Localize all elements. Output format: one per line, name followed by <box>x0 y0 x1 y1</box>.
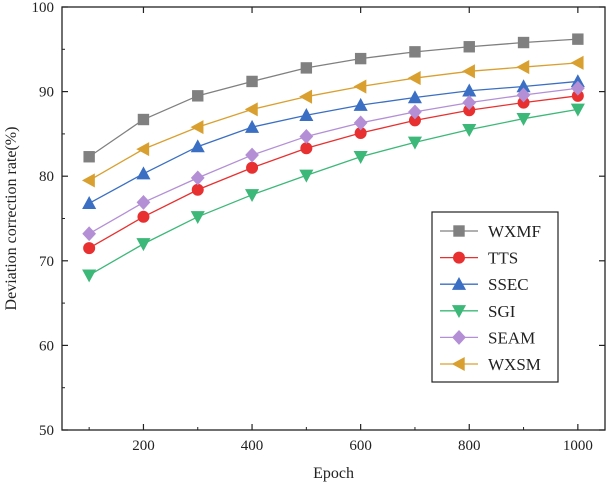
data-point <box>353 151 368 164</box>
legend: WXMF TTS SSEC SGI SEAM WXSM <box>431 211 559 383</box>
data-point <box>246 161 259 174</box>
legend-item: SGI <box>440 302 516 321</box>
data-point <box>409 46 421 58</box>
data-point <box>136 194 151 210</box>
data-point <box>516 87 531 103</box>
legend-marker <box>451 276 467 290</box>
series-line-wxmf <box>88 38 578 158</box>
data-point <box>299 89 313 104</box>
y-tick-label: 60 <box>39 338 54 354</box>
y-tick-label: 50 <box>39 423 54 439</box>
data-point <box>190 211 205 225</box>
data-point <box>299 108 314 121</box>
series-seam <box>82 80 585 242</box>
legend-label: WXSM <box>488 355 541 374</box>
data-point <box>244 102 258 117</box>
data-point <box>462 123 477 137</box>
y-axis-title: Deviation correction rate(%) <box>3 127 20 311</box>
data-point <box>570 103 585 117</box>
series-line-ssec <box>88 80 578 204</box>
data-point <box>82 269 97 283</box>
data-point <box>462 64 475 79</box>
legend-label: SGI <box>488 302 516 321</box>
y-tick-label: 90 <box>39 85 54 101</box>
series-tts <box>83 89 584 255</box>
data-point <box>136 166 151 180</box>
data-point <box>299 129 314 144</box>
data-point <box>192 90 204 102</box>
legend-marker <box>452 329 466 345</box>
legend-label: SSEC <box>488 275 529 294</box>
data-point <box>136 238 151 252</box>
legend-marker <box>453 251 465 264</box>
data-point <box>570 55 584 70</box>
data-point <box>353 97 368 111</box>
data-point <box>299 169 314 183</box>
data-point <box>137 210 150 223</box>
data-point <box>245 119 260 133</box>
data-point <box>136 142 150 157</box>
series-wxmf <box>83 33 584 163</box>
data-point <box>245 189 260 203</box>
legend-box <box>431 211 559 383</box>
data-point <box>245 147 259 163</box>
data-point <box>190 139 205 153</box>
legend-item: TTS <box>440 249 518 268</box>
legend-item: SSEC <box>440 275 529 294</box>
legend-marker <box>453 225 465 237</box>
legend-marker <box>451 356 465 372</box>
series-line-seam <box>88 87 578 235</box>
legend-label: TTS <box>488 249 518 268</box>
data-point <box>407 136 422 150</box>
series-line-wxsm <box>88 62 578 181</box>
data-point <box>572 33 584 45</box>
series-wxsm <box>81 55 584 188</box>
data-point <box>82 196 97 209</box>
data-point <box>462 95 477 111</box>
x-tick-label: 400 <box>241 438 264 454</box>
x-tick-label: 200 <box>132 438 155 454</box>
data-point <box>354 52 367 65</box>
data-point <box>82 226 97 242</box>
y-tick-label: 100 <box>32 0 55 16</box>
data-point <box>516 112 531 126</box>
data-point <box>300 142 313 155</box>
data-point <box>517 36 530 49</box>
x-tick-label: 800 <box>458 438 481 454</box>
legend-label: WXMF <box>488 222 541 241</box>
data-point <box>81 173 95 188</box>
series-sgi <box>82 103 585 283</box>
data-point <box>570 80 585 96</box>
data-point <box>463 41 475 53</box>
x-tick-label: 600 <box>349 438 372 454</box>
data-point <box>83 151 95 163</box>
data-point <box>190 170 205 186</box>
data-point <box>353 115 368 131</box>
data-point <box>137 113 150 126</box>
legend-item: WXSM <box>440 355 541 374</box>
x-axis-title: Epoch <box>313 465 354 482</box>
data-point <box>83 242 96 255</box>
data-point <box>408 104 422 120</box>
series-line-tts <box>88 95 578 249</box>
x-tick-label: 1000 <box>563 438 593 454</box>
y-tick-label: 70 <box>39 254 54 270</box>
data-point <box>407 71 421 86</box>
data-point <box>353 79 367 94</box>
legend-label: SEAM <box>488 328 535 347</box>
legend-item: WXMF <box>440 222 541 241</box>
legend-item: SEAM <box>440 328 535 347</box>
legend-marker <box>451 305 467 319</box>
series-ssec <box>82 74 585 209</box>
data-point <box>246 75 258 88</box>
data-point <box>190 120 204 135</box>
data-point <box>300 62 313 74</box>
series-line-sgi <box>88 108 578 276</box>
data-point <box>407 90 422 104</box>
data-point <box>516 60 530 75</box>
data-point <box>191 183 204 196</box>
y-tick-label: 80 <box>39 169 54 185</box>
